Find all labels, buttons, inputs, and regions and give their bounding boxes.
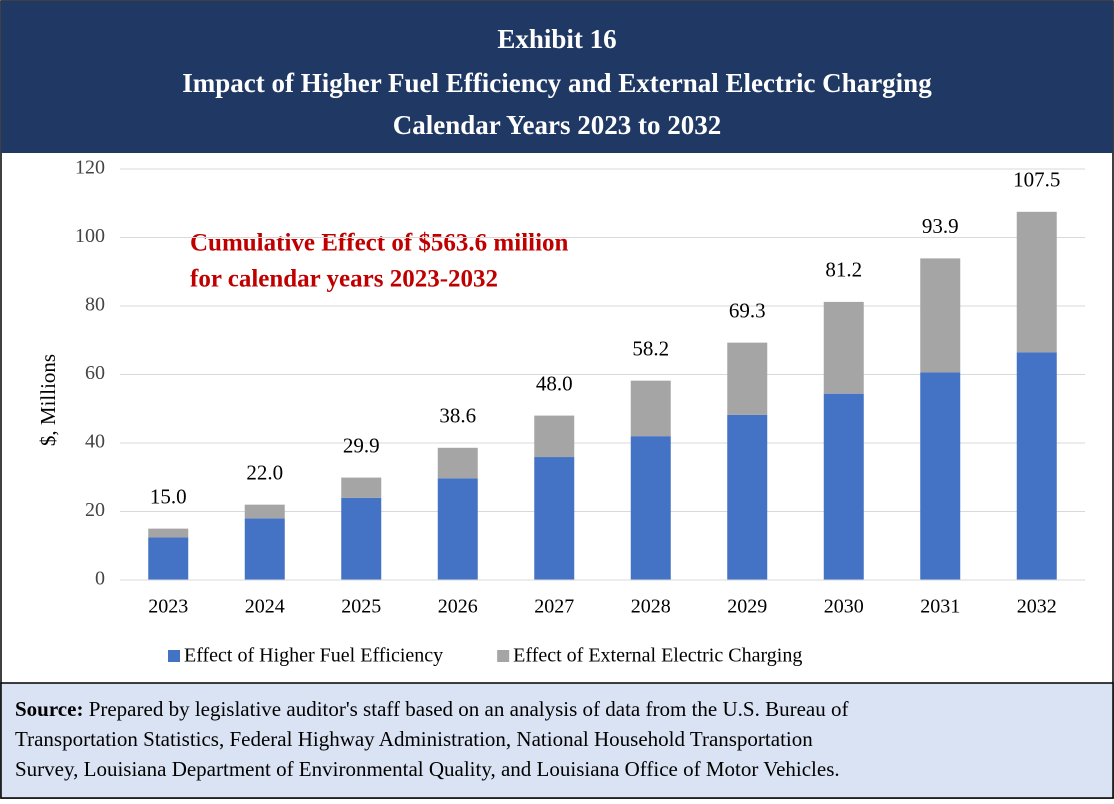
x-tick-label: 2024 <box>245 596 285 618</box>
y-tick-label: 40 <box>85 431 105 453</box>
total-label: 48.0 <box>536 371 573 395</box>
total-label: 22.0 <box>246 460 283 484</box>
bar-segment <box>437 478 478 580</box>
annotation: for calendar years 2023-2032 <box>190 266 498 293</box>
bar-segment <box>437 447 478 479</box>
bar-segment <box>920 372 961 580</box>
source-line: Prepared by legislative auditor's staff … <box>89 697 849 721</box>
x-tick-label: 2030 <box>824 596 864 618</box>
title: Calendar Years 2023 to 2032 <box>393 110 721 140</box>
bar-segment <box>148 537 189 580</box>
bar-segment <box>244 518 285 580</box>
bar-segment <box>534 415 575 458</box>
x-tick-label: 2026 <box>438 596 478 618</box>
source-label: Source: <box>15 697 83 721</box>
x-tick-label: 2028 <box>631 596 671 618</box>
bar-segment <box>534 457 575 580</box>
x-tick-label: 2027 <box>534 596 574 618</box>
y-tick-label: 80 <box>85 294 105 316</box>
legend-swatch <box>168 650 180 662</box>
bar-segment <box>823 301 864 394</box>
y-tick-label: 100 <box>75 225 105 247</box>
source-text: Source: Prepared by legislative auditor'… <box>15 697 848 721</box>
y-tick-label: 0 <box>95 568 105 590</box>
bar-segment <box>630 436 671 580</box>
bar-segment <box>1016 211 1057 353</box>
header <box>1 1 1113 153</box>
y-tick-label: 60 <box>85 362 105 384</box>
y-tick-label: 120 <box>75 157 105 179</box>
bar-segment <box>727 342 768 415</box>
bar-segment <box>630 380 671 437</box>
legend-swatch <box>497 650 510 662</box>
legend-label: Effect of External Electric Charging <box>513 645 802 667</box>
total-label: 69.3 <box>729 298 766 322</box>
source-line: Survey, Louisiana Department of Environm… <box>15 757 840 781</box>
bar-segment <box>244 504 285 519</box>
y-axis-label: $, Millions <box>36 354 60 446</box>
x-tick-label: 2025 <box>341 596 381 618</box>
y-tick-label: 20 <box>85 499 105 521</box>
title: Impact of Higher Fuel Efficiency and Ext… <box>182 68 932 98</box>
total-label: 58.2 <box>632 336 669 360</box>
total-label: 29.9 <box>343 433 380 457</box>
source-line: Transportation Statistics, Federal Highw… <box>15 727 813 751</box>
total-label: 93.9 <box>922 214 959 238</box>
x-tick-label: 2031 <box>920 596 960 618</box>
x-tick-label: 2023 <box>148 596 188 618</box>
x-tick-label: 2029 <box>727 596 767 618</box>
bar-segment <box>341 497 382 580</box>
total-label: 107.5 <box>1013 168 1060 192</box>
annotation: Cumulative Effect of $563.6 million <box>190 230 569 257</box>
bar-segment <box>920 258 961 373</box>
bar-segment <box>341 477 382 498</box>
source-box <box>0 682 1114 799</box>
title: Exhibit 16 <box>497 24 616 54</box>
total-label: 38.6 <box>439 404 476 428</box>
bar-segment <box>1016 352 1057 580</box>
bar-segment <box>823 393 864 580</box>
bar-segment <box>727 414 768 580</box>
x-tick-label: 2032 <box>1017 596 1057 618</box>
legend-label: Effect of Higher Fuel Efficiency <box>184 645 443 667</box>
bar-segment <box>148 528 189 538</box>
total-label: 15.0 <box>150 484 187 508</box>
total-label: 81.2 <box>825 258 862 282</box>
